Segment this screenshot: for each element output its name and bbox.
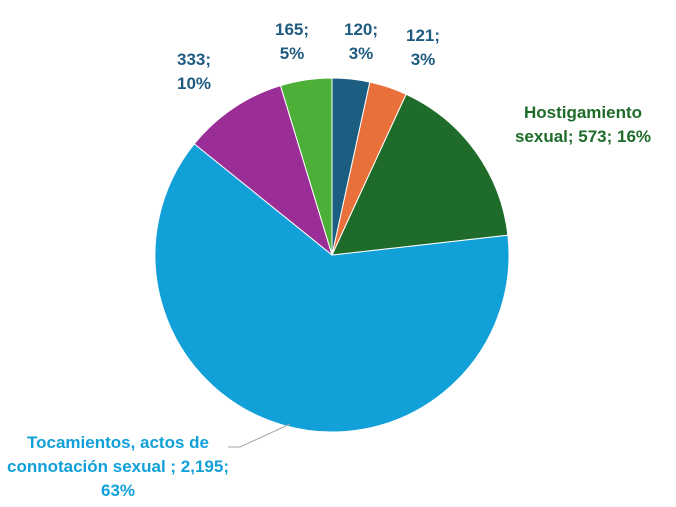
pie-slice — [331, 93, 509, 256]
pie-slice — [193, 85, 333, 257]
pie-slice — [154, 143, 510, 433]
data-label: 121; 3% — [405, 26, 441, 69]
data-label: 120; 3% — [343, 20, 379, 63]
leader-line — [228, 423, 291, 448]
data-label: Tocamientos, actos de connotación sexual… — [6, 433, 229, 500]
data-label: Hostigamiento sexual; 573; 16% — [514, 103, 652, 146]
data-label: 333; 10% — [176, 50, 212, 93]
data-label: 165; 5% — [274, 20, 310, 63]
pie-slice — [331, 77, 371, 256]
